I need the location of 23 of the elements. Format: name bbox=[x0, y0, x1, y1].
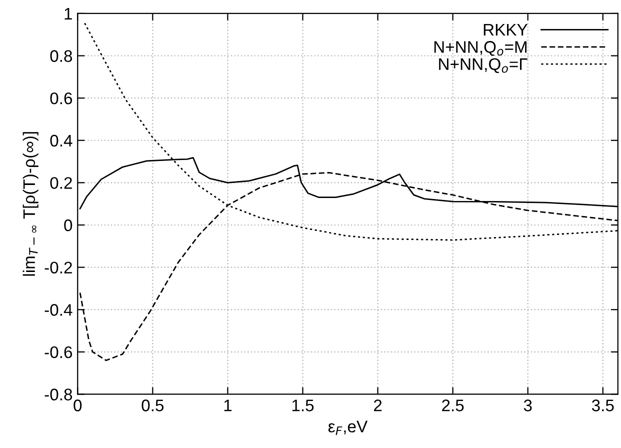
x-tick-label: 1.5 bbox=[292, 400, 314, 412]
x-tick-label: 3.5 bbox=[592, 400, 614, 412]
x-tick-label: 0.5 bbox=[142, 400, 164, 412]
y-tick-label: 0 bbox=[64, 219, 72, 232]
y-tick-label: 0.4 bbox=[50, 134, 72, 147]
y-tick-label: 0.8 bbox=[50, 50, 72, 62]
y-axis-title: lim$_{T−∞}$ T[ρ(T)-ρ(∞)] bbox=[22, 132, 38, 276]
x-tick-label: 1 bbox=[224, 400, 232, 412]
x-tick-label: 2.5 bbox=[442, 400, 464, 412]
legend-label: RKKY bbox=[484, 24, 528, 36]
x-tick-label: 3 bbox=[524, 400, 532, 412]
x-tick-label: 2 bbox=[374, 400, 382, 412]
y-tick-label: -0.8 bbox=[44, 388, 72, 400]
y-tick-label: -0.2 bbox=[44, 262, 72, 274]
y-tick-label: 1 bbox=[64, 8, 72, 20]
legend-label: N+NN,Q$_{o}$=M bbox=[434, 41, 526, 56]
y-tick-label: 0.6 bbox=[50, 92, 72, 104]
y-tick-label: -0.6 bbox=[44, 346, 72, 358]
y-tick-label: -0.4 bbox=[44, 304, 72, 316]
x-tick-label: 0 bbox=[74, 400, 82, 412]
x-axis-title: ε$_{F}$,eV bbox=[328, 420, 368, 435]
legend-label: N+NN,Q$_{o}$=Γ bbox=[439, 58, 528, 74]
y-tick-label: 0.2 bbox=[50, 177, 72, 189]
